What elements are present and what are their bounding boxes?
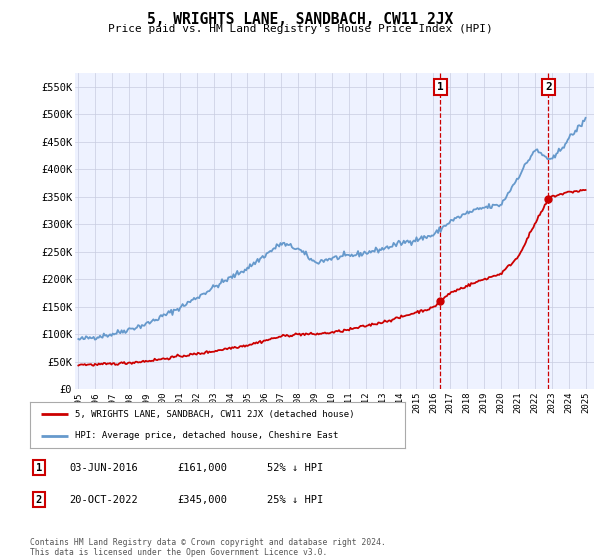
Text: 2: 2 <box>36 494 42 505</box>
Text: 5, WRIGHTS LANE, SANDBACH, CW11 2JX: 5, WRIGHTS LANE, SANDBACH, CW11 2JX <box>147 12 453 27</box>
Text: Contains HM Land Registry data © Crown copyright and database right 2024.
This d: Contains HM Land Registry data © Crown c… <box>30 538 386 557</box>
Text: Price paid vs. HM Land Registry's House Price Index (HPI): Price paid vs. HM Land Registry's House … <box>107 24 493 34</box>
Text: 20-OCT-2022: 20-OCT-2022 <box>69 494 138 505</box>
Text: 2: 2 <box>545 82 552 92</box>
Text: HPI: Average price, detached house, Cheshire East: HPI: Average price, detached house, Ches… <box>75 431 338 440</box>
Text: 52% ↓ HPI: 52% ↓ HPI <box>267 463 323 473</box>
Text: £161,000: £161,000 <box>177 463 227 473</box>
Text: 5, WRIGHTS LANE, SANDBACH, CW11 2JX (detached house): 5, WRIGHTS LANE, SANDBACH, CW11 2JX (det… <box>75 410 355 419</box>
Text: £345,000: £345,000 <box>177 494 227 505</box>
Text: 1: 1 <box>36 463 42 473</box>
Text: 1: 1 <box>437 82 444 92</box>
Text: 25% ↓ HPI: 25% ↓ HPI <box>267 494 323 505</box>
Text: 03-JUN-2016: 03-JUN-2016 <box>69 463 138 473</box>
